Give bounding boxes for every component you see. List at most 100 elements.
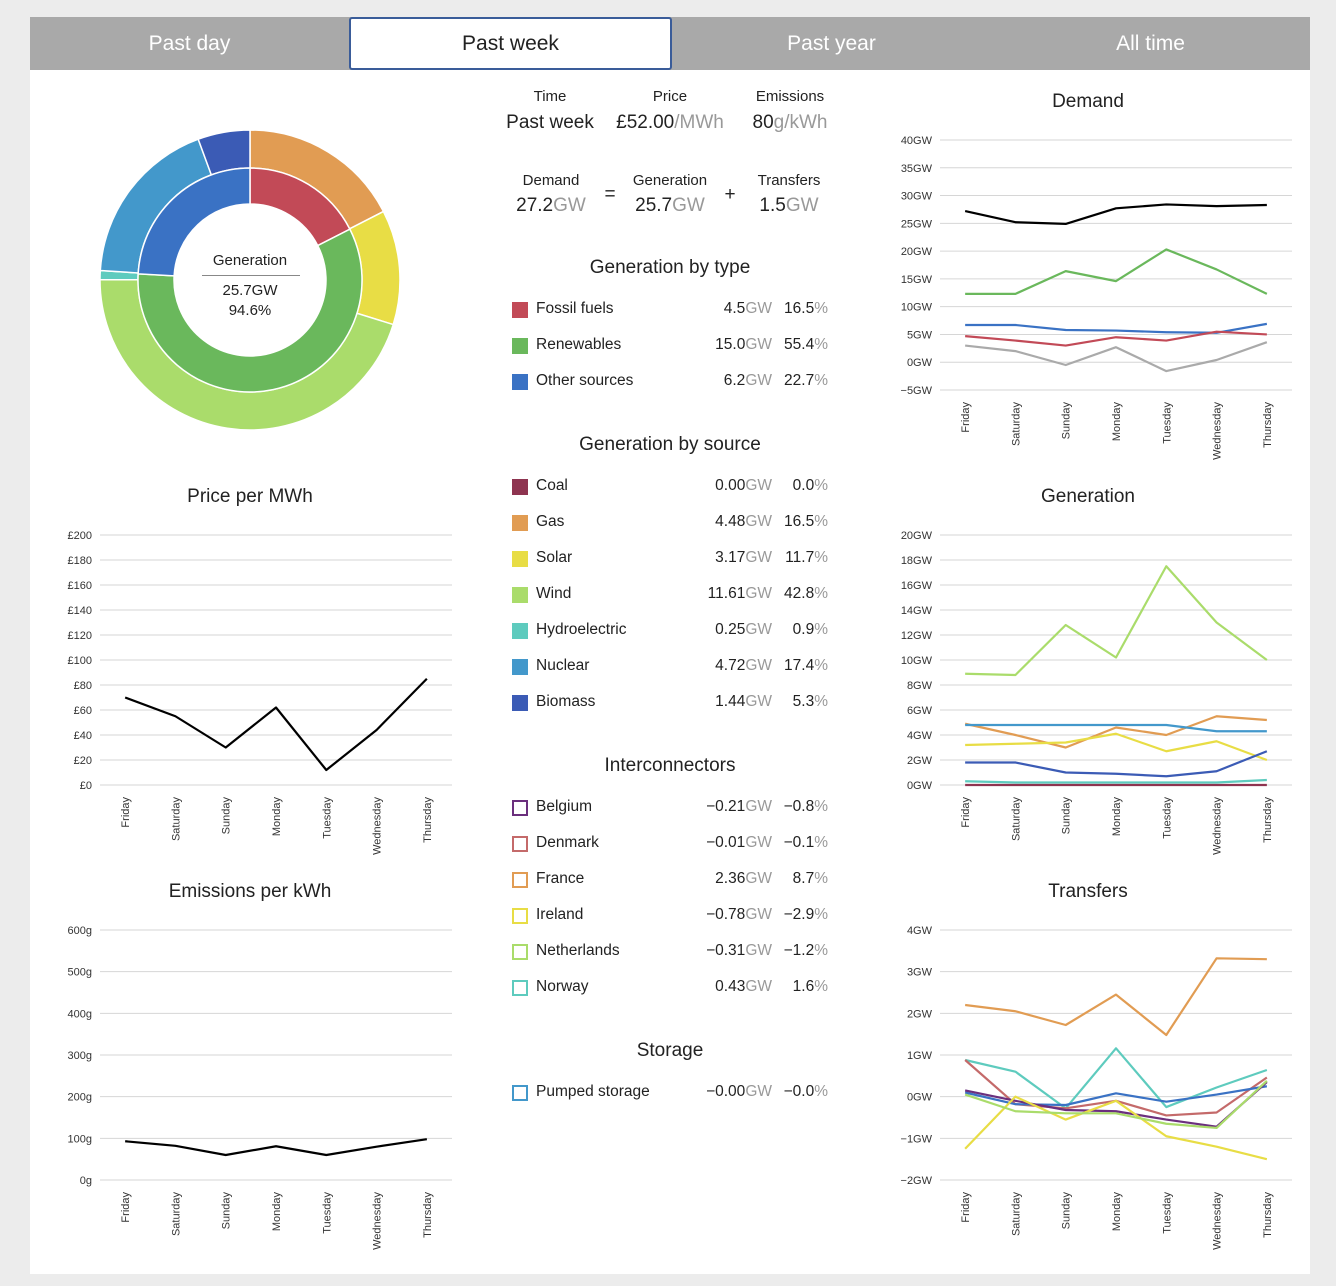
demand-chart: −5GW 0GW 5GW 10GW 15GW 20GW 25GW 30GW 35GW 40GW Fr… (901, 135, 1292, 460)
demand-value: 27.2GW (516, 195, 586, 216)
series-line-1 (965, 248, 1268, 295)
legend-swatch (512, 587, 528, 603)
legend-pct: 17.4% (784, 657, 828, 674)
generation-label: Generation (632, 172, 708, 189)
transfers-label: Transfers (757, 172, 821, 189)
donut-center-gw: 25.7GW (222, 282, 278, 299)
y-tick-label: 3GW (907, 967, 933, 979)
y-tick-label: 20GW (901, 246, 933, 258)
tab-past-week[interactable]: Past week (349, 17, 672, 70)
legend-row-coal: Coal 0.00GW 0.0% (512, 475, 828, 499)
series-line-2 (964, 1059, 1268, 1117)
y-tick-label: 14GW (901, 605, 933, 617)
legend-gw: 0.00GW (715, 477, 772, 494)
legend-pct: 5.3% (792, 693, 828, 710)
y-tick-label: £140 (68, 605, 92, 617)
x-tick-label: Monday (1111, 797, 1123, 837)
y-tick-label: £200 (68, 530, 92, 542)
legend-name: Biomass (536, 693, 596, 710)
legend-swatch (512, 1085, 528, 1101)
x-tick-label: Saturday (1010, 797, 1022, 842)
x-tick-label: Wednesday (372, 797, 384, 855)
series-line-2 (965, 723, 1267, 733)
legend-row-renewables: Renewables 15.0GW 55.4% (512, 334, 828, 358)
x-tick-label: Monday (1111, 402, 1123, 442)
legend-name: Other sources (536, 372, 634, 389)
y-tick-label: 10GW (901, 655, 933, 667)
legend-name: Belgium (536, 798, 592, 815)
legend-gw: 4.5GW (723, 300, 772, 317)
tab-past-year[interactable]: Past year (787, 31, 876, 55)
x-tick-label: Tuesday (1161, 402, 1173, 444)
legend-pct: 16.5% (784, 513, 828, 530)
generation-value: 25.7GW (635, 195, 705, 216)
legend-row-hydroelectric: Hydroelectric 0.25GW 0.9% (512, 619, 828, 643)
legend-gw: 11.61GW (707, 585, 772, 602)
donut-center-pct: 94.6% (228, 302, 272, 319)
legend-pct: 0.9% (792, 621, 828, 638)
donut-center-divider (202, 275, 300, 276)
series-line-4 (964, 1081, 1268, 1128)
y-tick-label: 300g (68, 1050, 92, 1062)
x-tick-label: Friday (960, 402, 972, 433)
legend-swatch (512, 908, 528, 924)
series-line-0 (125, 1138, 428, 1157)
legend-gw: 3.17GW (715, 549, 772, 566)
y-tick-label: £40 (74, 730, 92, 742)
price-label: Price (652, 88, 688, 105)
generation-donut-chart (99, 129, 401, 431)
legend-name: Norway (536, 978, 589, 995)
legend-gw: −0.31GW (706, 942, 772, 959)
legend-swatch (512, 479, 528, 495)
legend-gw: 1.44GW (715, 693, 772, 710)
legend-swatch (512, 374, 528, 390)
series-line-1 (964, 1047, 1268, 1110)
plus-sign: + (724, 184, 736, 205)
transfers-chart: −2GW −1GW 0GW 1GW 2GW 3GW 4GW Friday Saturday Sun… (901, 925, 1292, 1250)
y-tick-label: 100g (68, 1133, 92, 1145)
legend-pct: 1.6% (792, 978, 828, 995)
y-tick-label: 8GW (907, 680, 933, 692)
legend-gw: 15.0GW (715, 336, 772, 353)
series-line-3 (965, 330, 1267, 347)
tab-all-time[interactable]: All time (1116, 31, 1185, 55)
storage-title: Storage (636, 1040, 704, 1061)
legend-swatch (512, 980, 528, 996)
legend-row-solar: Solar 3.17GW 11.7% (512, 547, 828, 571)
gen-by-source-title: Generation by source (579, 434, 761, 455)
y-tick-label: 0GW (907, 780, 933, 792)
x-tick-label: Wednesday (1212, 402, 1224, 460)
x-tick-label: Saturday (1010, 1192, 1022, 1237)
legend-swatch (512, 944, 528, 960)
series-line-1 (964, 715, 1267, 749)
legend-swatch (512, 515, 528, 531)
y-tick-label: 6GW (907, 705, 933, 717)
period-tabs: Past day Past week Past year All time (30, 17, 1310, 70)
legend-name: Ireland (536, 906, 584, 923)
legend-row-biomass: Biomass 1.44GW 5.3% (512, 691, 828, 715)
series-line-3 (964, 1085, 1268, 1107)
legend-row-netherlands: Netherlands −0.31GW −1.2% (512, 940, 828, 964)
legend-gw: 4.72GW (715, 657, 772, 674)
legend-pct: 55.4% (784, 336, 828, 353)
legend-name: Renewables (536, 336, 622, 353)
emissions-label: Emissions (755, 88, 825, 105)
legend-row-nuclear: Nuclear 4.72GW 17.4% (512, 655, 828, 679)
x-tick-label: Friday (120, 797, 132, 828)
legend-pct: −0.1% (783, 834, 828, 851)
legend-swatch (512, 659, 528, 675)
x-tick-label: Sunday (221, 797, 233, 835)
legend-name: Pumped storage (536, 1083, 650, 1100)
y-tick-label: £0 (80, 780, 92, 792)
legend-row-belgium: Belgium −0.21GW −0.8% (512, 796, 828, 820)
x-tick-label: Thursday (422, 1192, 434, 1238)
x-tick-label: Monday (1111, 1192, 1123, 1232)
x-tick-label: Monday (271, 1192, 283, 1232)
y-tick-label: −2GW (901, 1175, 933, 1187)
y-tick-label: 25GW (901, 218, 933, 230)
tab-past-day[interactable]: Past day (148, 31, 231, 55)
y-tick-label: 2GW (907, 1008, 933, 1020)
legend-gw: 0.43GW (715, 978, 772, 995)
y-tick-label: £120 (68, 630, 92, 642)
legend-row-wind: Wind 11.61GW 42.8% (512, 583, 828, 607)
